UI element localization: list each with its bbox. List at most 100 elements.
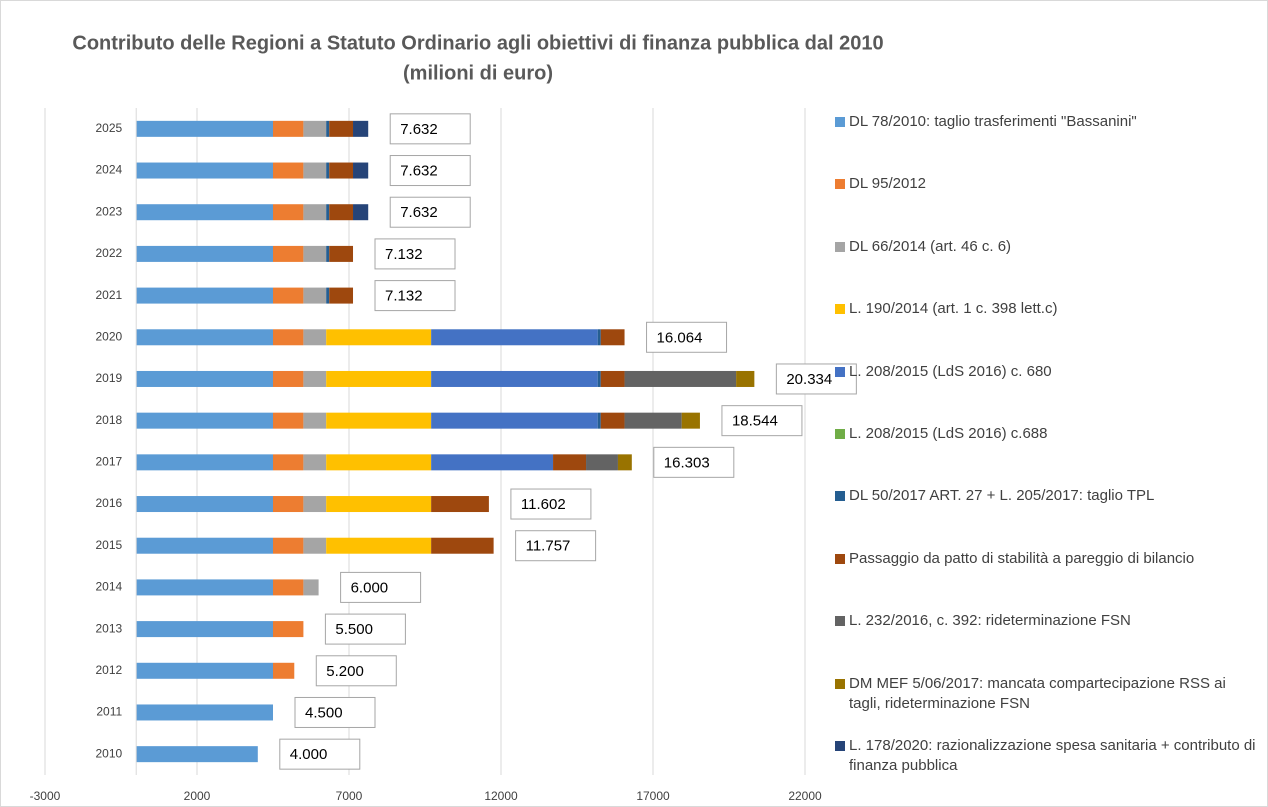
bar-segment bbox=[273, 287, 304, 304]
bar-segment bbox=[326, 162, 330, 179]
y-tick-label: 2012 bbox=[95, 663, 122, 677]
x-tick-label: 22000 bbox=[788, 789, 822, 803]
bar-segment bbox=[136, 496, 273, 513]
bar-segment bbox=[136, 454, 273, 471]
total-label-box bbox=[646, 321, 728, 353]
bar-segment bbox=[273, 329, 304, 346]
y-tick-label: 2018 bbox=[95, 413, 122, 427]
bar-segment bbox=[353, 204, 369, 221]
bar-segment bbox=[326, 120, 330, 137]
total-label: 16.303 bbox=[664, 454, 710, 471]
bar-segment bbox=[273, 162, 304, 179]
x-tick-label: 12000 bbox=[484, 789, 518, 803]
bar-segment bbox=[431, 329, 598, 346]
bar-segment bbox=[136, 704, 273, 721]
y-tick-label: 2011 bbox=[96, 705, 122, 719]
legend-item: L. 232/2016, c. 392: rideterminazione FS… bbox=[835, 611, 1259, 631]
legend-swatch bbox=[835, 741, 845, 751]
y-tick-label: 2019 bbox=[95, 371, 122, 385]
total-label: 11.757 bbox=[526, 538, 571, 555]
bar-segment bbox=[303, 162, 327, 179]
bar-segment bbox=[303, 287, 327, 304]
x-tick-label: -3000 bbox=[30, 789, 61, 803]
bar-segment bbox=[273, 496, 304, 513]
total-label-box bbox=[389, 155, 471, 187]
legend-swatch bbox=[835, 429, 845, 439]
legend-label: L. 208/2015 (LdS 2016) c.688 bbox=[849, 425, 1048, 442]
y-tick-label: 2023 bbox=[95, 204, 122, 218]
x-tick-label: 7000 bbox=[336, 789, 363, 803]
bar-segment bbox=[273, 370, 304, 387]
legend-label: DL 66/2014 (art. 46 c. 6) bbox=[849, 237, 1012, 255]
bar-segment bbox=[136, 579, 273, 596]
bar-segment bbox=[329, 204, 354, 221]
legend-label: L. 190/2014 (art. 1 c. 398 lett.c) bbox=[849, 300, 1058, 318]
total-label-box bbox=[389, 196, 471, 228]
total-label-box bbox=[294, 696, 376, 728]
total-label-box bbox=[324, 613, 406, 645]
legend-label: L. 178/2020: razionalizzazione spesa san… bbox=[849, 737, 1256, 774]
total-label: 6.000 bbox=[351, 579, 389, 596]
bar-segment bbox=[553, 454, 587, 471]
total-label: 11.602 bbox=[521, 496, 566, 513]
total-label-box bbox=[510, 488, 592, 520]
bar-segment bbox=[273, 537, 304, 554]
legend-label: L. 208/2015 (LdS 2016) c. 680 bbox=[849, 362, 1052, 380]
bar-segment bbox=[326, 204, 330, 221]
bar-segment bbox=[303, 579, 319, 596]
bar-segment bbox=[326, 329, 432, 346]
bar-segment bbox=[600, 412, 625, 429]
bar-segment bbox=[273, 204, 304, 221]
legend-item: DL 95/2012 bbox=[835, 174, 1259, 194]
total-label: 5.500 bbox=[335, 621, 373, 638]
bar-segment bbox=[431, 537, 494, 554]
total-label-box bbox=[315, 655, 397, 687]
bar-segment bbox=[136, 120, 273, 137]
bar-segment bbox=[326, 496, 432, 513]
legend-swatch bbox=[835, 678, 845, 689]
bar-segment bbox=[597, 370, 601, 387]
y-tick-label: 2016 bbox=[95, 496, 122, 510]
legend-swatch bbox=[835, 304, 845, 315]
legend-swatch bbox=[835, 179, 845, 190]
y-tick-label: 2024 bbox=[95, 163, 122, 177]
legend-swatch bbox=[835, 491, 845, 502]
legend-label: L. 232/2016, c. 392: rideterminazione FS… bbox=[849, 612, 1131, 630]
bar-segment bbox=[136, 537, 273, 554]
legend-item: L. 178/2020: razionalizzazione spesa san… bbox=[835, 736, 1259, 776]
bar-segment bbox=[303, 370, 327, 387]
legend-item: L. 190/2014 (art. 1 c. 398 lett.c) bbox=[835, 299, 1259, 319]
bar-segment bbox=[600, 329, 625, 346]
bar-segment bbox=[586, 454, 618, 471]
bar-segment bbox=[273, 454, 304, 471]
bar-segment bbox=[303, 537, 327, 554]
legend-item: DL 66/2014 (art. 46 c. 6) bbox=[835, 237, 1259, 257]
bar-segment bbox=[617, 454, 632, 471]
y-tick-label: 2010 bbox=[95, 746, 122, 760]
bar-segment bbox=[736, 370, 755, 387]
legend-item: L. 208/2015 (LdS 2016) c. 680 bbox=[835, 362, 1259, 382]
total-label: 7.632 bbox=[400, 204, 438, 221]
total-label-box bbox=[515, 530, 597, 562]
bar-segment bbox=[431, 370, 598, 387]
bar-segment bbox=[136, 621, 273, 638]
legend-item: Passaggio da patto di stabilità a paregg… bbox=[835, 549, 1259, 569]
bar-segment bbox=[136, 162, 273, 179]
bar-segment bbox=[681, 412, 700, 429]
bar-segment bbox=[273, 621, 304, 638]
bar-segment bbox=[273, 120, 304, 137]
total-label-box bbox=[389, 113, 471, 145]
legend-item: DL 50/2017 ART. 27 + L. 205/2017: taglio… bbox=[835, 486, 1259, 506]
chart-title: Contributo delle Regioni a Statuto Ordin… bbox=[72, 32, 883, 54]
bar-segment bbox=[353, 162, 369, 179]
total-label: 18.544 bbox=[732, 413, 778, 430]
legend-swatch bbox=[835, 553, 845, 564]
legend-swatch bbox=[835, 117, 845, 127]
bar-segment bbox=[136, 245, 273, 262]
legend-label: Passaggio da patto di stabilità a paregg… bbox=[849, 549, 1195, 567]
total-label-box bbox=[279, 738, 361, 770]
total-label-box bbox=[374, 238, 456, 270]
legend-swatch bbox=[835, 616, 845, 627]
